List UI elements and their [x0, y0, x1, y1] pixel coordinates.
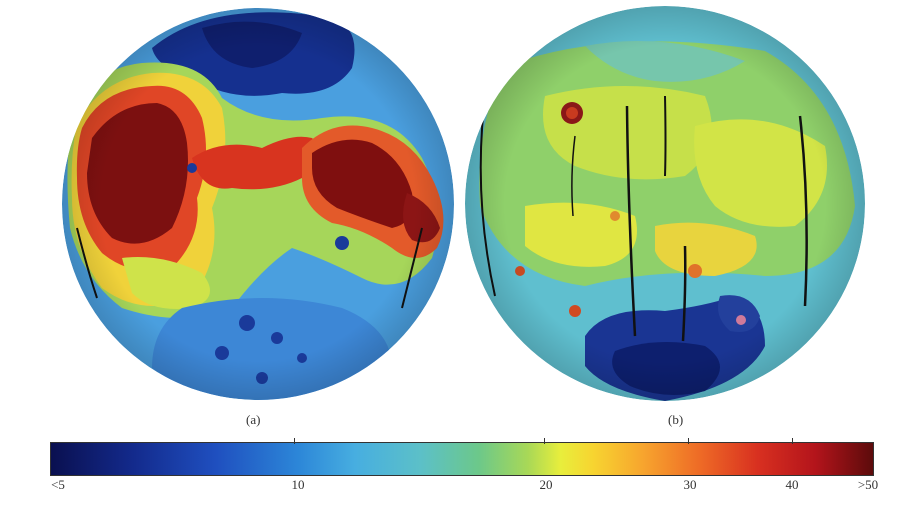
lunar-map-near-side	[62, 8, 454, 400]
panel-label-a: (a)	[246, 412, 261, 427]
colorbar-tick-max: >50	[857, 477, 879, 492]
colorbar-tick-20: 20	[539, 477, 553, 492]
panel-label-b: (b)	[668, 412, 684, 427]
lunar-map-far-side	[465, 6, 865, 401]
colorbar	[50, 442, 874, 476]
colorbar-tickmark-20	[544, 438, 545, 444]
colorbar-tick-10: 10	[291, 477, 305, 492]
colorbar-tickmark-10	[294, 438, 295, 444]
colorbar-tick-min: <5	[51, 477, 65, 492]
colorbar-tick-40: 40	[785, 477, 799, 492]
colorbar-tickmark-40	[792, 438, 793, 444]
colorbar-tickmark-30	[688, 438, 689, 444]
colorbar-tick-30: 30	[683, 477, 697, 492]
